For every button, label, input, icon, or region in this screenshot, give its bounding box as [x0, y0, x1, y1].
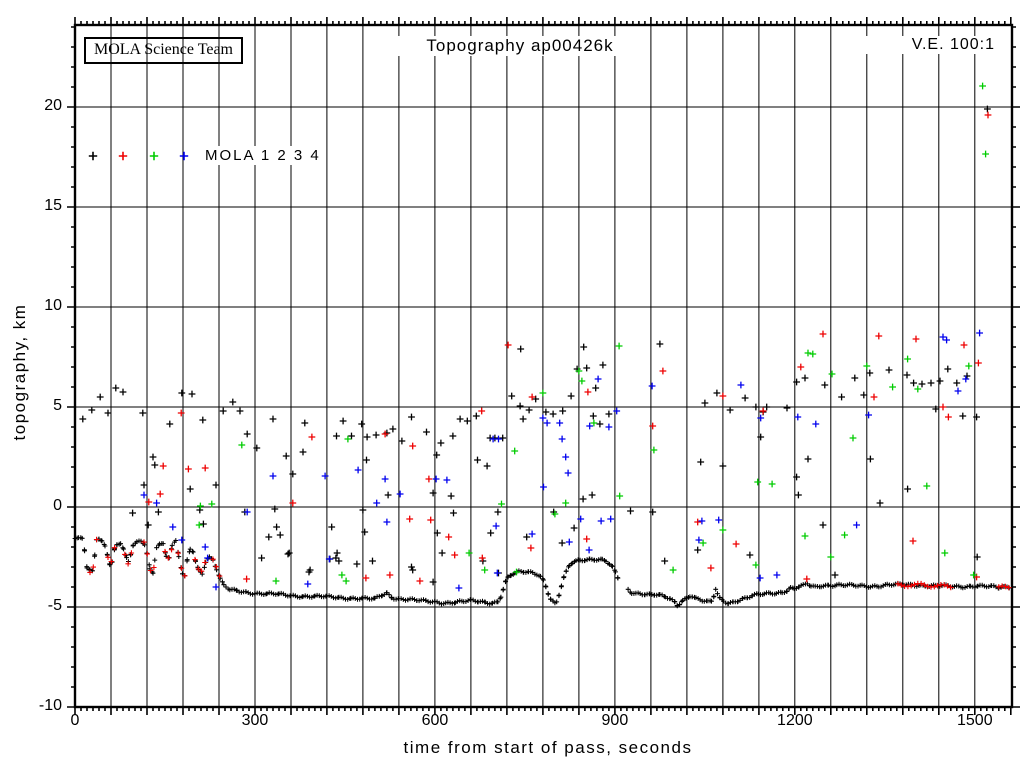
x-tick-label: 600: [421, 712, 449, 729]
legend-cross-mola-3: [149, 151, 159, 161]
x-axis-label: time from start of pass, seconds: [403, 738, 693, 757]
scatter-mola3: [195, 82, 989, 585]
y-tick-label: 15: [44, 197, 62, 214]
y-tick-label: -10: [38, 697, 62, 714]
ground-track-red-overlay: [87, 536, 1012, 591]
x-tick-label: 900: [601, 712, 629, 729]
plot-border: [73, 23, 1014, 709]
scatter-mola4: [140, 329, 983, 592]
legend-label: MOLA 1 2 3 4: [202, 146, 324, 165]
vertical-exaggeration-label: V.E. 100:1: [860, 36, 995, 54]
legend-cross-mola-2: [118, 151, 128, 161]
legend-cross-mola-4: [179, 151, 189, 161]
science-team-label: MOLA Science Team: [94, 41, 233, 58]
y-tick-label: -5: [47, 597, 62, 614]
gridlines: [75, 25, 1012, 707]
scatter-mola2: [145, 111, 992, 585]
y-tick-label: 10: [44, 297, 62, 314]
chart-title: Topography ap00426k: [390, 36, 650, 56]
ground-track-mola1: [72, 535, 1012, 609]
y-axis-label: topography, km: [10, 303, 29, 441]
y-tick-label: 5: [53, 397, 62, 414]
x-tick-label: 1500: [957, 712, 993, 729]
x-tick-label: 0: [70, 712, 80, 729]
y-tick-label: 20: [44, 97, 62, 114]
x-tick-label: 1200: [777, 712, 813, 729]
science-team-box: MOLA Science Team: [84, 37, 243, 64]
axis-ticks: [67, 17, 1020, 715]
scatter-mola1: [79, 105, 991, 586]
y-tick-label: 0: [53, 497, 62, 514]
x-tick-label: 300: [241, 712, 269, 729]
legend-cross-mola-1: [88, 151, 98, 161]
